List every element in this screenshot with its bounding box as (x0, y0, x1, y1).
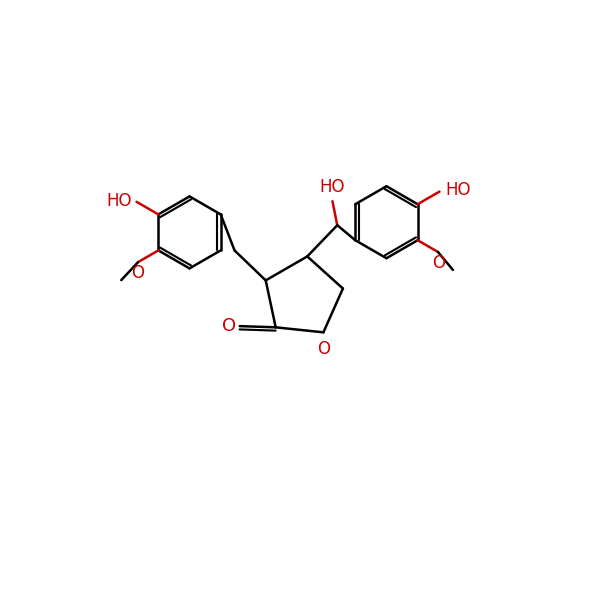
Text: HO: HO (106, 191, 132, 209)
Text: HO: HO (320, 178, 345, 196)
Text: O: O (131, 264, 145, 282)
Text: O: O (222, 317, 236, 335)
Text: O: O (433, 254, 446, 272)
Text: HO: HO (445, 181, 471, 199)
Text: O: O (317, 340, 331, 358)
